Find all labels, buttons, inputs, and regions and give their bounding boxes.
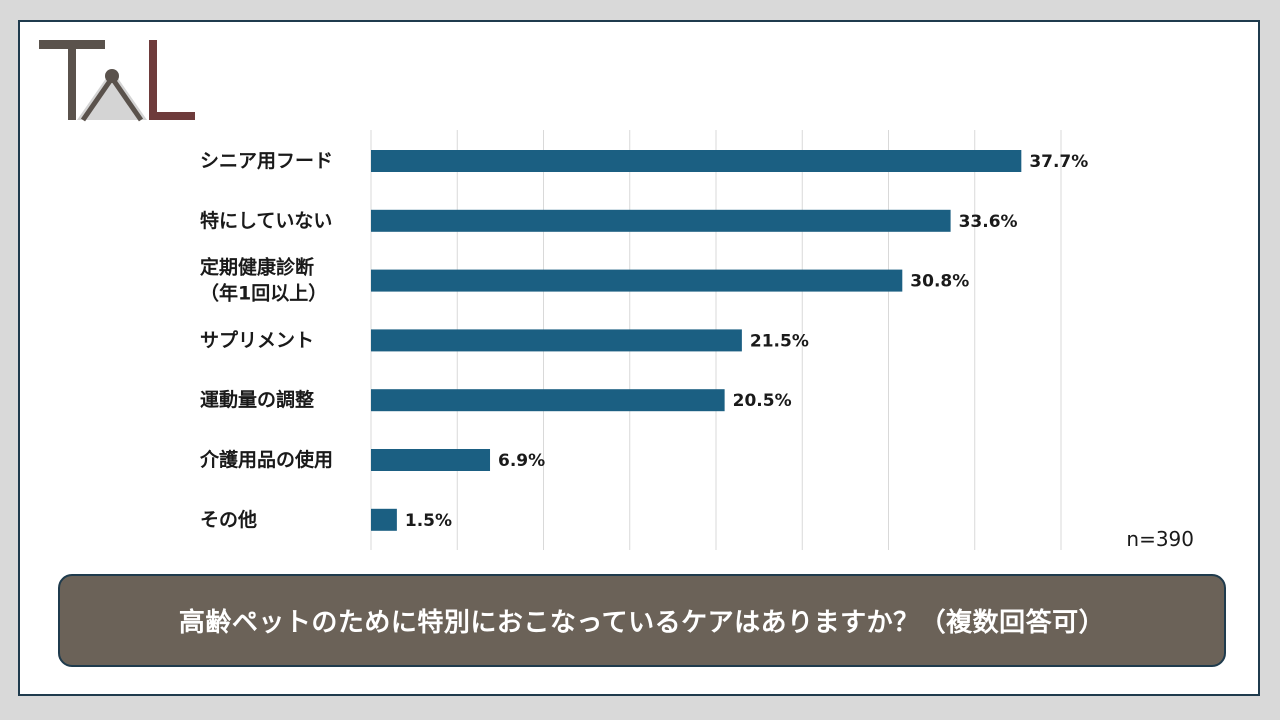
category-label: 介護用品の使用: [199, 448, 333, 471]
value-label: 37.7%: [1029, 152, 1088, 172]
value-label: 30.8%: [910, 272, 969, 292]
sample-size-label: n=390: [1126, 527, 1194, 551]
bar: [371, 150, 1022, 172]
bar: [371, 209, 951, 232]
logo-l-base: [149, 112, 195, 120]
logo-a-shape: [77, 74, 147, 120]
value-label: 6.9%: [498, 451, 545, 471]
category-label: （年1回以上）: [200, 282, 327, 305]
question-box: 高齢ペットのために特別におこなっているケアはありますか？（複数回答可）: [58, 574, 1226, 667]
question-text: 高齢ペットのために特別におこなっているケアはありますか？（複数回答可）: [178, 608, 1106, 638]
value-label: 33.6%: [959, 212, 1018, 232]
value-label: 1.5%: [405, 511, 452, 531]
category-label: サプリメント: [200, 328, 314, 351]
category-label: シニア用フード: [200, 150, 333, 172]
logo-a-left: [80, 76, 115, 122]
bar: [371, 269, 903, 292]
category-label: その他: [200, 508, 257, 531]
logo-a-dot: [105, 69, 119, 83]
bar: [371, 329, 742, 352]
logo-l-stem: [149, 40, 157, 120]
bar: [371, 508, 397, 531]
category-label: 運動量の調整: [200, 388, 314, 411]
bar: [371, 389, 725, 412]
tal-logo: [39, 40, 195, 122]
bar: [371, 449, 491, 471]
category-label: 定期健康診断: [200, 256, 314, 279]
logo-t-stem: [68, 40, 76, 120]
category-label: 特にしていない: [200, 210, 332, 232]
logo-a-right: [109, 76, 144, 122]
value-label: 21.5%: [750, 331, 809, 351]
value-label: 20.5%: [733, 391, 792, 411]
